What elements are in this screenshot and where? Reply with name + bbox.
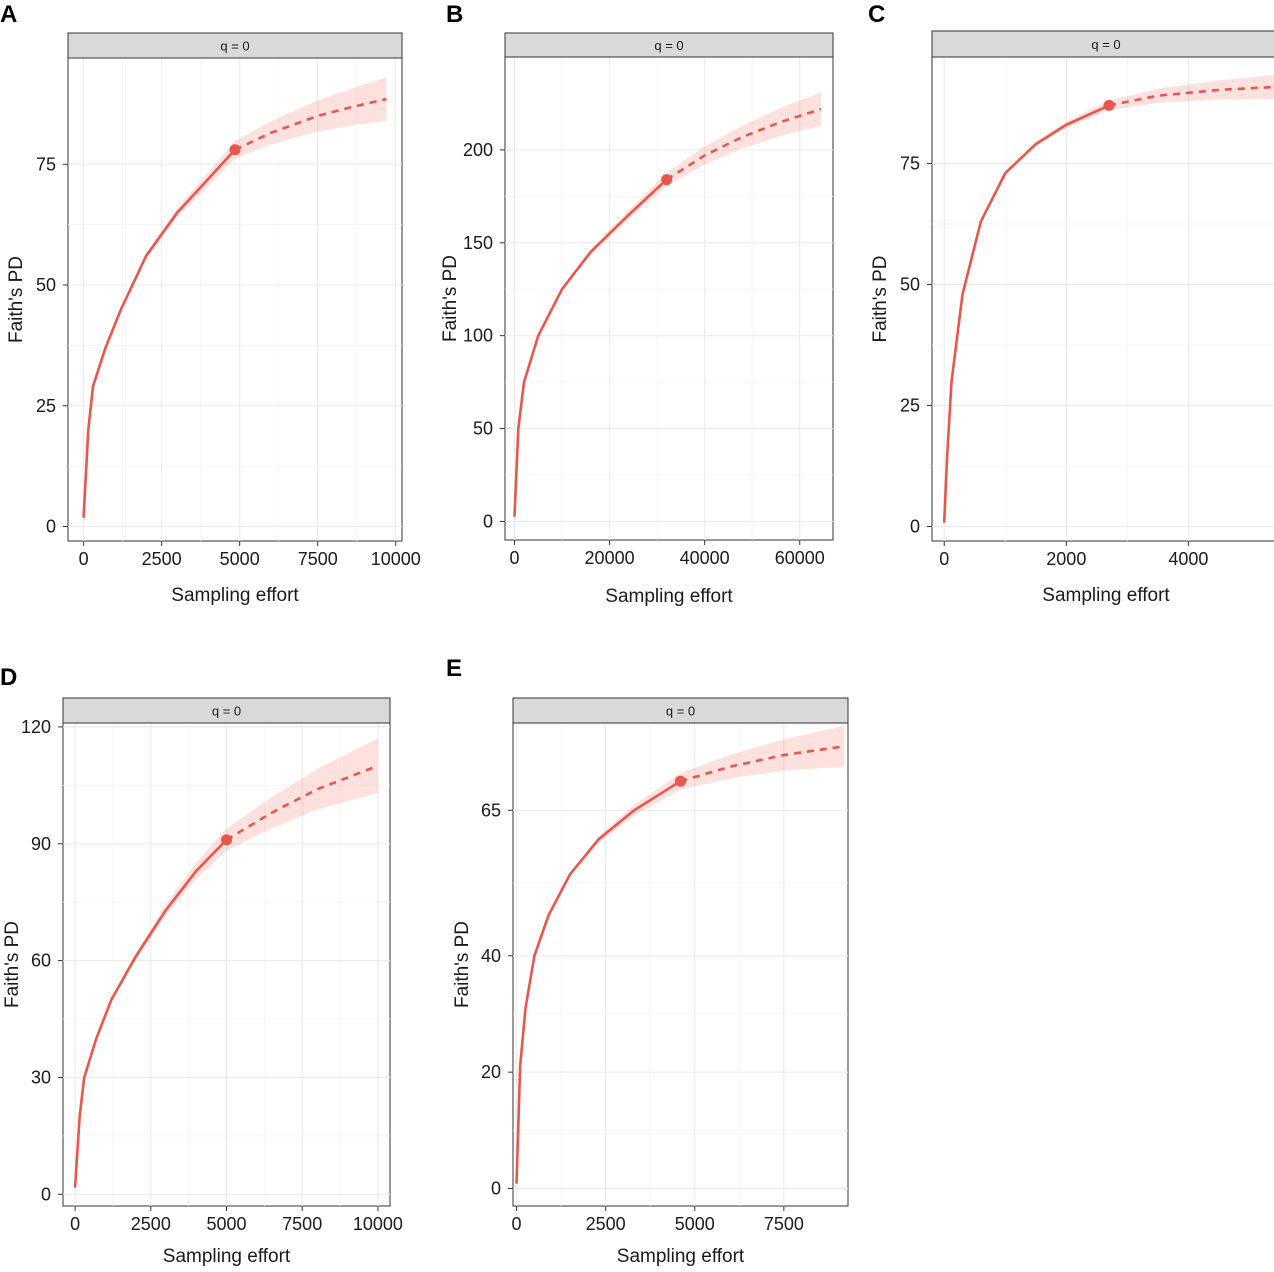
x-tick-label: 2500 <box>131 1214 171 1234</box>
y-tick-label: 25 <box>36 396 56 416</box>
x-tick-label: 0 <box>70 1214 80 1234</box>
extrapolation-line <box>234 97 387 151</box>
x-tick-label: 2500 <box>142 549 182 569</box>
y-tick-label: 90 <box>31 834 51 854</box>
x-axis-title: Sampling effort <box>1042 585 1170 606</box>
gridlines <box>68 58 402 541</box>
reference-sample-point <box>661 174 673 186</box>
y-axis-title: Faith's PD <box>2 921 23 1008</box>
x-tick-label: 5000 <box>206 1214 246 1234</box>
confidence-band <box>83 77 387 517</box>
y-axis-title: Faith's PD <box>6 256 27 343</box>
y-tick-label: 50 <box>900 274 920 294</box>
x-tick-label: 40000 <box>680 548 730 568</box>
x-tick-label: 2000 <box>1046 549 1086 569</box>
x-tick-label: 7500 <box>282 1214 322 1234</box>
y-tick-label: 60 <box>31 951 51 971</box>
y-axis-title: Faith's PD <box>440 255 461 342</box>
facet-strip-label: q = 0 <box>212 704 241 719</box>
y-axis-title: Faith's PD <box>870 255 891 342</box>
rarefaction-line <box>73 838 228 1188</box>
panel-a: Aq = 0 0 2500 5000 7500 10000 0 25 50 75 Sampling … <box>0 1 421 606</box>
x-axis-title: Sampling effort <box>617 1246 745 1267</box>
panel-letter: A <box>0 1 17 28</box>
extrapolation-line <box>665 107 822 181</box>
facet-strip <box>504 32 834 58</box>
x-tick-label: 0 <box>79 549 89 569</box>
x-axis-title: Sampling effort <box>171 585 299 606</box>
panel-letter: E <box>446 655 462 682</box>
x-tick-label: 0 <box>509 548 519 568</box>
gridlines <box>932 57 1274 541</box>
reference-sample-point <box>675 775 686 787</box>
panel-c: Cq = 0 0 2000 4000 0 25 50 75 Sampling effort Fai… <box>868 1 1274 606</box>
y-tick-label: 65 <box>481 800 501 820</box>
rarefaction-line <box>82 148 237 519</box>
y-tick-label: 20 <box>481 1062 501 1082</box>
plot-area <box>512 722 849 1207</box>
y-tick-label: 25 <box>900 395 920 415</box>
extrapolation-line <box>225 764 379 841</box>
extrapolation-line <box>1108 85 1274 107</box>
y-tick-label: 30 <box>31 1067 51 1087</box>
y-tick-label: 0 <box>46 517 56 537</box>
facet-strip <box>62 697 391 724</box>
panel-b: Bq = 0 0 20000 40000 60000 0 50 100 150 200 Sampli… <box>440 1 834 607</box>
reference-sample-point <box>1103 99 1115 111</box>
x-tick-label: 10000 <box>371 549 421 569</box>
facet-strip <box>512 697 849 724</box>
facet-strip-label: q = 0 <box>1091 37 1120 52</box>
x-tick-label: 5000 <box>675 1214 715 1234</box>
extrapolation-line <box>680 744 845 783</box>
reference-sample-point <box>221 834 232 846</box>
facet-strip-label: q = 0 <box>220 39 249 54</box>
y-tick-label: 0 <box>41 1184 51 1204</box>
y-tick-label: 0 <box>910 516 920 536</box>
x-tick-label: 10000 <box>353 1214 403 1234</box>
x-tick-label: 5000 <box>220 549 260 569</box>
plot-area <box>931 56 1274 542</box>
y-tick-label: 0 <box>483 511 493 531</box>
x-axis-title: Sampling effort <box>163 1246 291 1267</box>
y-tick-label: 75 <box>900 153 920 173</box>
panel-e: Eq = 0 0 2500 5000 7500 0 20 40 65 Sampling effor… <box>446 655 849 1267</box>
reference-sample-point <box>229 144 241 156</box>
facet-strip <box>67 32 403 59</box>
facet-strip-label: q = 0 <box>654 38 683 53</box>
y-tick-label: 50 <box>36 275 56 295</box>
panel-letter: C <box>868 1 885 28</box>
panel-letter: B <box>446 1 463 28</box>
x-axis-title: Sampling effort <box>605 586 733 607</box>
y-tick-label: 200 <box>463 140 493 160</box>
y-tick-label: 75 <box>36 154 56 174</box>
y-tick-label: 0 <box>491 1179 501 1199</box>
plot-area <box>504 56 834 541</box>
y-tick-label: 40 <box>481 946 501 966</box>
rarefaction-line <box>513 178 668 518</box>
gridlines <box>505 57 833 540</box>
facet-strip <box>931 30 1274 58</box>
x-tick-label: 4000 <box>1168 549 1208 569</box>
x-tick-label: 0 <box>512 1214 522 1234</box>
y-tick-label: 100 <box>463 326 493 346</box>
plot-area <box>67 57 403 542</box>
x-tick-label: 0 <box>939 549 949 569</box>
confidence-band <box>75 738 378 1187</box>
y-tick-label: 150 <box>463 233 493 253</box>
facet-strip-label: q = 0 <box>666 704 695 719</box>
y-tick-label: 120 <box>21 717 51 737</box>
gridlines <box>513 723 848 1206</box>
panel-d: Dq = 0 0 2500 5000 7500 10000 0 30 60 90 120 Sampli… <box>0 664 403 1267</box>
x-tick-label: 20000 <box>585 548 635 568</box>
y-axis-title: Faith's PD <box>452 921 473 1008</box>
x-tick-label: 7500 <box>298 549 338 569</box>
rarefaction-line <box>942 104 1111 523</box>
rarefaction-line <box>515 779 682 1185</box>
y-tick-label: 50 <box>473 419 493 439</box>
x-tick-label: 2500 <box>586 1214 626 1234</box>
x-tick-label: 60000 <box>775 548 825 568</box>
panel-letter: D <box>0 664 17 691</box>
x-tick-label: 7500 <box>764 1214 804 1234</box>
